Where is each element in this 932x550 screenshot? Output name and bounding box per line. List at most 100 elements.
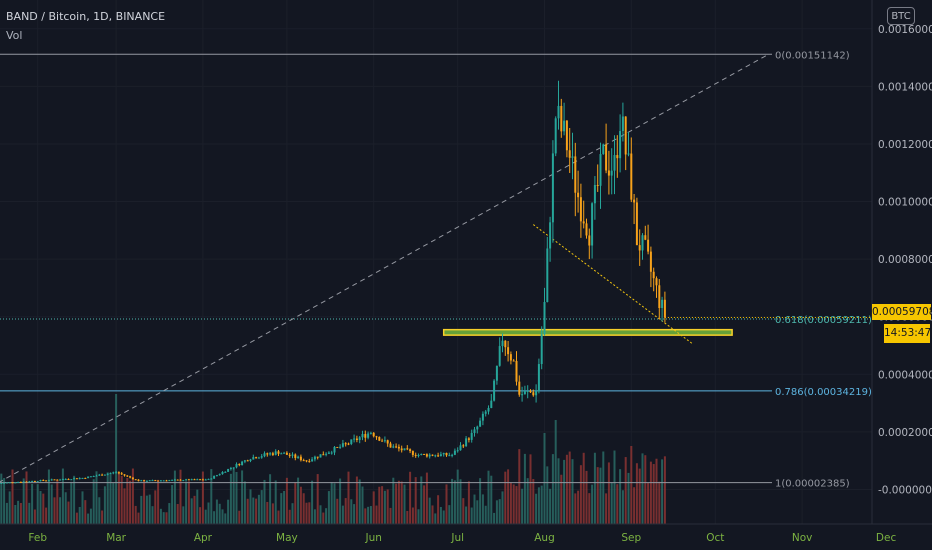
volume-bar [159,508,162,524]
candle-body [103,474,106,476]
candle-body [50,479,53,481]
candle-body [400,448,403,451]
candle-body [535,391,538,396]
candle-body [484,411,487,414]
candle-body [619,131,622,159]
candle-body [621,116,624,132]
volume-bar [479,478,482,524]
candle-body [649,251,652,272]
price-tick-label: -0.00000000 [878,484,932,496]
volume-bar [574,493,577,524]
volume-bar [313,509,316,524]
fib-level-label: 0.618(0.00059211) [775,315,872,326]
volume-bar [271,503,274,524]
volume-bar [557,458,560,524]
volume-bar [274,480,277,524]
candle-body [336,446,339,448]
candle-body [350,439,353,445]
volume-bar [381,486,384,524]
volume-bar [406,510,409,524]
candle-body [45,480,48,482]
symbol-title[interactable]: BAND / Bitcoin, 1D, BINANCE [6,10,166,23]
volume-bar [599,467,602,524]
volume-bar [207,502,210,524]
candle-body [53,479,56,481]
candle-body [117,472,120,474]
candle-body [311,459,314,462]
candle-body [285,452,288,455]
candle-body [78,478,81,480]
candle-body [411,451,414,455]
candle-body [551,153,554,223]
candle-body [112,472,115,474]
volume-bar [568,451,571,524]
candle-body [67,479,70,481]
candle-body [299,456,302,461]
candle-body [375,436,378,438]
volume-bar [241,470,244,524]
volume-bar [103,486,106,524]
currency-button[interactable]: BTC [887,7,915,25]
candle-body [218,474,221,476]
vertical-gridlines [37,0,803,524]
candle-body [658,285,661,309]
candle-body [641,235,644,251]
volume-indicator-label[interactable]: Vol [6,29,23,42]
candle-body [95,475,98,477]
candle-body [327,452,330,454]
candle-body [647,239,650,252]
volume-bar [512,484,515,524]
month-label: Nov [792,532,813,544]
candle-body [241,461,244,466]
volume-bar [3,478,6,524]
volume-bar [414,477,417,524]
candle-body [417,455,420,457]
volume-bar [523,453,526,524]
candle-body [131,477,134,480]
candle-body [5,482,8,484]
fib-trend-line [0,53,769,483]
volume-bar [596,467,599,524]
fib-level-label: 0.786(0.00034219) [775,387,872,398]
candle-body [490,400,493,408]
volume-bar [263,479,266,524]
volume-bar [316,474,319,524]
volume-bar [378,486,381,524]
volume-bar [109,472,112,524]
candle-body [596,184,599,186]
volume-bar [630,446,633,524]
candle-body [487,407,490,412]
volume-bar [633,487,636,524]
candle-body [8,482,11,484]
candle-body [607,170,610,176]
volume-bar [140,495,143,524]
candle-body [577,192,580,198]
candle-body [397,446,400,449]
candle-body [392,446,395,448]
volume-bar [11,469,14,524]
volume-bar [327,491,330,524]
candle-body [347,443,350,445]
candle-body [663,299,666,318]
volume-bar [397,480,400,524]
volume-bar [8,491,11,524]
volume-bar [115,394,118,524]
volume-bar [392,477,395,524]
volume-bar [330,482,333,524]
candle-body [243,460,246,462]
volume-bar [81,491,84,524]
volume-bar [465,506,468,524]
candle-body [257,457,260,459]
candle-body [249,459,252,461]
candle-body [453,450,456,455]
candle-body [403,448,406,451]
candle-body [644,235,647,240]
volume-bar [218,503,221,524]
volume-bar [126,477,129,524]
volume-bar [624,457,627,524]
volume-bar [64,492,67,524]
month-label: Apr [194,532,213,544]
candle-body [204,479,207,481]
